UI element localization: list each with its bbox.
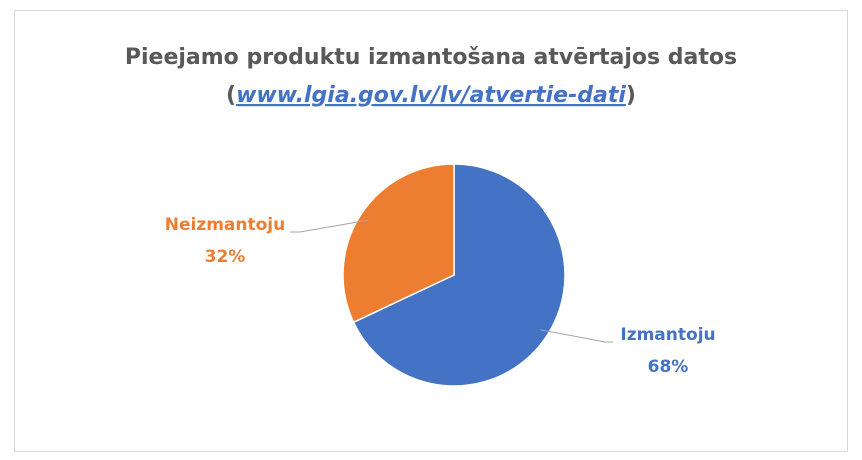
leader-line bbox=[540, 329, 613, 343]
value-label: 32% bbox=[205, 247, 246, 267]
leader-line bbox=[290, 219, 368, 233]
chart-title: Pieejamo produktu izmantošana atvērtajos… bbox=[125, 45, 737, 70]
chart-subtitle: (www.lgia.gov.lv/lv/atvertie-dati) bbox=[226, 83, 636, 108]
category-label: Izmantoju bbox=[620, 325, 715, 345]
category-label: Neizmantoju bbox=[165, 215, 286, 235]
subtitle-close: ) bbox=[626, 83, 636, 108]
value-label: 68% bbox=[648, 357, 689, 377]
subtitle-open: ( bbox=[226, 83, 236, 108]
pie-slice bbox=[352, 163, 566, 387]
pie-slice bbox=[342, 163, 455, 324]
subtitle-link[interactable]: www.lgia.gov.lv/lv/atvertie-dati bbox=[236, 83, 626, 108]
